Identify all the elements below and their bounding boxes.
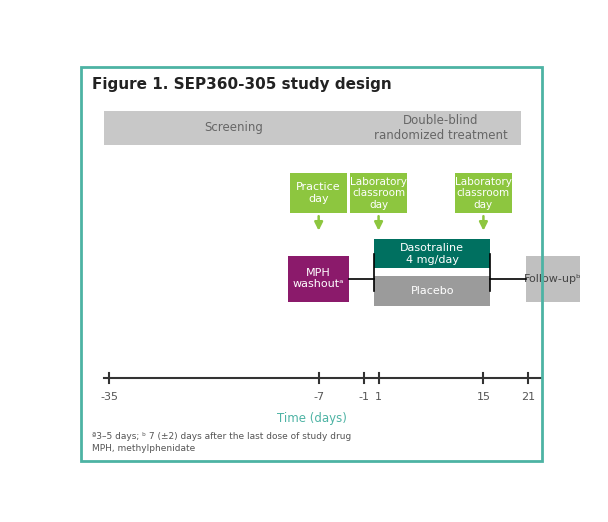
Text: Screening: Screening [204, 122, 263, 135]
FancyBboxPatch shape [374, 239, 491, 268]
Text: MPH, methylphenidate: MPH, methylphenidate [92, 445, 196, 454]
Text: Placebo: Placebo [410, 286, 454, 296]
FancyBboxPatch shape [455, 173, 512, 213]
Text: -1: -1 [358, 392, 369, 402]
Text: -7: -7 [313, 392, 324, 402]
FancyBboxPatch shape [350, 173, 407, 213]
Text: ª3–5 days; ᵇ 7 (±2) days after the last dose of study drug: ª3–5 days; ᵇ 7 (±2) days after the last … [92, 432, 352, 441]
Text: -35: -35 [100, 392, 118, 402]
FancyBboxPatch shape [288, 256, 349, 302]
FancyBboxPatch shape [374, 277, 491, 306]
Text: 15: 15 [477, 392, 491, 402]
Text: Laboratory
classroom
day: Laboratory classroom day [350, 176, 407, 210]
Text: Double-blind
randomized treatment: Double-blind randomized treatment [373, 114, 507, 142]
Text: Follow-upᵇ: Follow-upᵇ [524, 274, 582, 283]
Text: 21: 21 [521, 392, 536, 402]
Text: 1: 1 [375, 392, 382, 402]
FancyBboxPatch shape [291, 173, 347, 213]
Text: MPH
washoutᵃ: MPH washoutᵃ [293, 268, 344, 290]
FancyBboxPatch shape [526, 256, 580, 302]
Text: Practice
day: Practice day [296, 183, 341, 204]
FancyBboxPatch shape [105, 111, 364, 145]
Text: Dasotraline
4 mg/day: Dasotraline 4 mg/day [400, 243, 464, 265]
FancyBboxPatch shape [360, 111, 521, 145]
Text: Figure 1. SEP360-305 study design: Figure 1. SEP360-305 study design [92, 77, 392, 92]
Text: Laboratory
classroom
day: Laboratory classroom day [455, 176, 512, 210]
Text: Time (days): Time (days) [277, 412, 347, 425]
